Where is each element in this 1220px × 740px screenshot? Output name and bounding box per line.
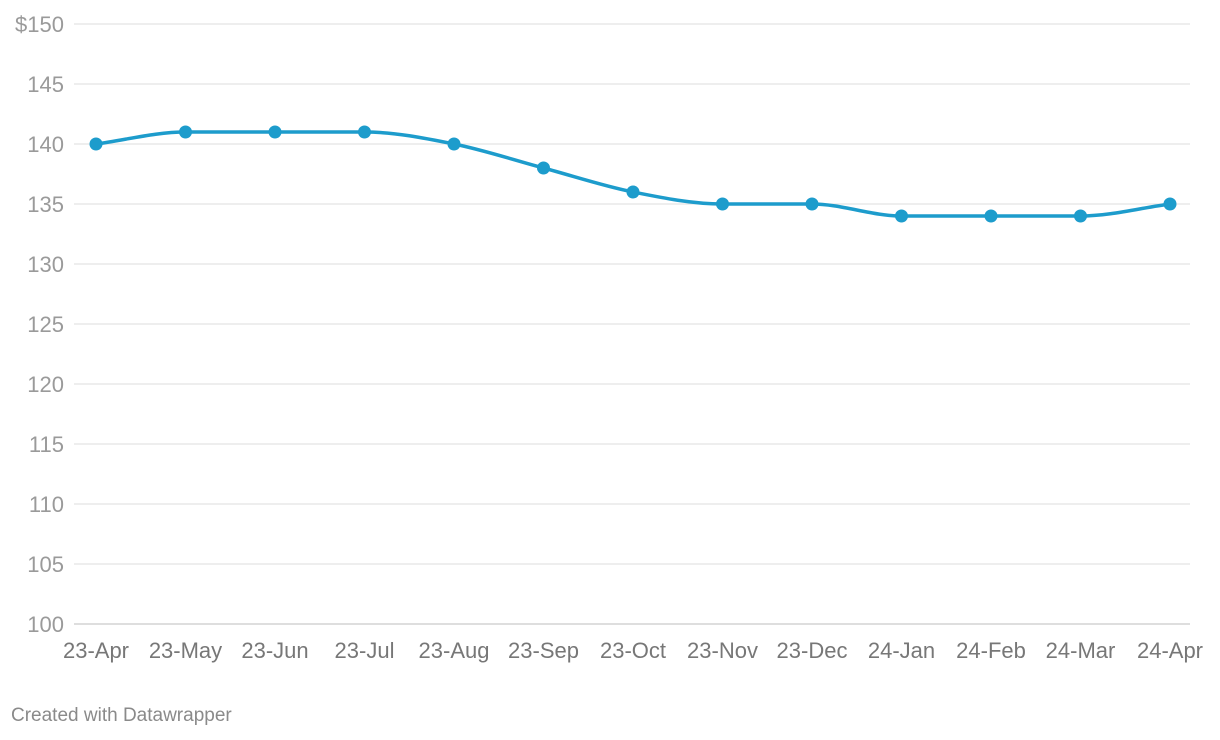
data-point	[626, 185, 640, 199]
x-tick-label: 24-Mar	[1046, 638, 1116, 663]
y-tick-label: 110	[29, 492, 64, 517]
x-tick-label: 23-Dec	[777, 638, 848, 663]
x-tick-label: 23-Oct	[600, 638, 666, 663]
x-tick-label: 23-Apr	[63, 638, 129, 663]
x-axis: 23-Apr 23-May 23-Jun 23-Jul 23-Aug 23-Sep 23-O…	[63, 638, 1203, 663]
y-tick-label: 125	[27, 312, 64, 337]
y-tick-label: 100	[27, 612, 64, 637]
y-tick-label: 105	[27, 552, 64, 577]
series-points	[89, 125, 1177, 223]
credit-text: Created with Datawrapper	[11, 705, 232, 726]
y-tick-label: 135	[27, 192, 64, 217]
data-point	[895, 209, 908, 223]
y-tick-label: 140	[27, 132, 64, 157]
y-tick-label: 115	[29, 432, 64, 457]
x-tick-label: 23-Nov	[687, 638, 758, 663]
y-tick-label: $150	[15, 12, 64, 37]
data-point	[1074, 209, 1087, 223]
y-tick-label: 120	[27, 372, 64, 397]
data-point	[179, 125, 192, 139]
data-point	[1163, 197, 1177, 211]
data-point	[268, 125, 282, 139]
x-tick-label: 23-Aug	[419, 638, 490, 663]
x-tick-label: 24-Feb	[956, 638, 1026, 663]
x-tick-label: 23-Jun	[241, 638, 308, 663]
x-tick-label: 23-May	[149, 638, 222, 663]
data-point	[716, 197, 729, 211]
data-point	[805, 197, 819, 211]
data-point	[447, 137, 461, 151]
data-point	[89, 137, 103, 151]
x-tick-label: 23-Jul	[335, 638, 395, 663]
data-point	[537, 161, 550, 175]
y-axis: 100 105 110 115 120 125 130 135 140 145 $150	[15, 12, 64, 637]
x-tick-label: 23-Sep	[508, 638, 579, 663]
y-tick-label: 130	[27, 252, 64, 277]
data-point	[984, 209, 998, 223]
data-point	[358, 125, 371, 139]
y-tick-label: 145	[27, 72, 64, 97]
x-tick-label: 24-Apr	[1137, 638, 1203, 663]
x-tick-label: 24-Jan	[868, 638, 935, 663]
grid-group	[74, 23, 1190, 625]
